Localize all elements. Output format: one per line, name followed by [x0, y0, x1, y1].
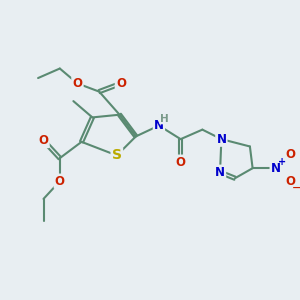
Text: O: O [116, 77, 126, 90]
Text: N: N [215, 166, 225, 179]
Text: S: S [112, 148, 122, 162]
Text: +: + [278, 157, 286, 167]
Text: N: N [216, 133, 226, 146]
Text: O: O [38, 134, 49, 147]
Text: O: O [286, 148, 296, 161]
Text: O: O [286, 175, 296, 188]
Text: O: O [73, 77, 82, 90]
Text: N: N [154, 119, 164, 132]
Text: O: O [55, 175, 65, 188]
Text: −: − [292, 183, 300, 193]
Text: H: H [160, 114, 169, 124]
Text: O: O [176, 156, 186, 169]
Text: N: N [271, 162, 281, 175]
